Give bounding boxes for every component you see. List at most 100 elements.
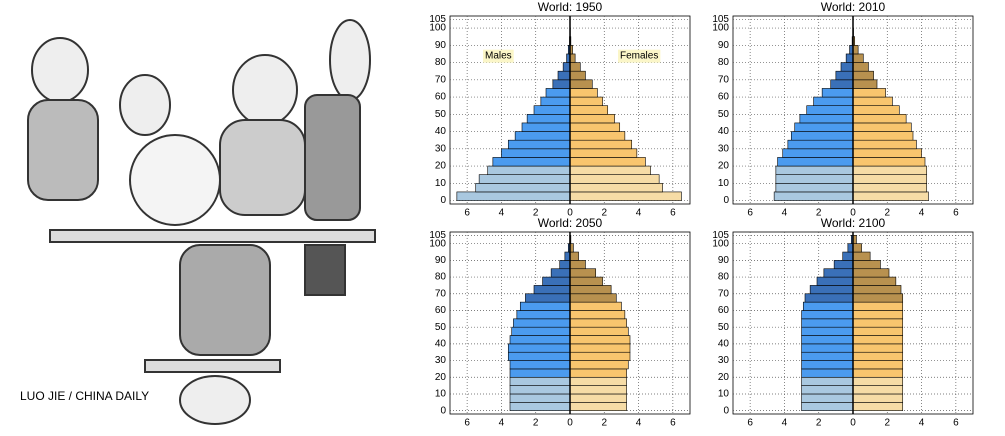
bar: [852, 174, 928, 184]
figure: [31, 37, 89, 103]
plank: [49, 229, 376, 243]
bar: [569, 70, 586, 81]
bar: [852, 260, 881, 270]
bar: [557, 70, 571, 81]
y-tick-label: 20: [435, 372, 447, 383]
bar: [542, 276, 571, 286]
bar: [852, 293, 904, 303]
bar: [569, 368, 627, 378]
bar: [569, 139, 633, 150]
y-tick-label: 60: [435, 92, 447, 103]
y-tick-label: 10: [435, 389, 447, 400]
y-tick-label: 30: [718, 143, 730, 154]
bar: [830, 79, 854, 89]
y-tick-label: 50: [718, 109, 730, 120]
x-tick-label: 2: [602, 208, 608, 219]
x-tick-label: 2: [885, 418, 891, 429]
y-tick-label: 100: [712, 23, 729, 34]
bar: [564, 251, 571, 261]
x-tick-label: 0: [567, 418, 573, 429]
bar: [550, 268, 571, 278]
bar: [509, 393, 571, 403]
bar: [569, 131, 626, 141]
x-tick-label: 2: [533, 208, 539, 219]
bar: [540, 96, 571, 106]
plank: [144, 359, 281, 373]
bar: [569, 376, 627, 386]
bar: [813, 96, 854, 106]
y-tick-label: 50: [435, 322, 447, 333]
y-tick-label: 90: [435, 255, 447, 266]
bar: [569, 276, 603, 286]
bar: [569, 88, 598, 98]
bar: [509, 360, 571, 370]
bar: [569, 385, 627, 395]
bar: [569, 79, 593, 89]
bar: [526, 114, 571, 124]
bar: [562, 62, 571, 72]
bar: [533, 285, 571, 295]
bar: [801, 310, 854, 320]
x-tick-label: 4: [782, 418, 788, 429]
bar: [821, 88, 854, 98]
bar: [852, 335, 904, 345]
bar: [507, 351, 571, 361]
x-tick-label: 4: [919, 418, 925, 429]
bar: [852, 114, 907, 124]
bar: [852, 45, 859, 55]
y-tick-label: 90: [435, 40, 447, 51]
bar: [852, 157, 926, 167]
y-tick-label: 80: [718, 272, 730, 283]
bar: [801, 360, 854, 370]
y-tick-label: 40: [718, 339, 730, 350]
y-tick-label: 40: [435, 339, 447, 350]
y-tick-label: 70: [435, 74, 447, 85]
annotation-bg: [483, 49, 514, 63]
bar: [511, 326, 571, 336]
y-tick-label: 70: [718, 74, 730, 85]
chart-title: World: 1950: [538, 0, 603, 14]
bar: [514, 131, 571, 141]
bar: [775, 165, 854, 175]
bar: [804, 293, 854, 303]
bar: [509, 385, 571, 395]
bar: [852, 53, 864, 63]
bar: [852, 165, 928, 175]
bar: [569, 53, 576, 63]
bar: [852, 105, 900, 115]
bar: [533, 105, 571, 115]
x-tick-label: 6: [953, 208, 959, 219]
bar: [852, 276, 897, 286]
y-tick-label: 105: [712, 14, 729, 25]
x-tick-label: 6: [464, 418, 470, 429]
y-tick-label: 40: [718, 126, 730, 137]
bar: [852, 88, 886, 98]
chart-title: World: 2010: [821, 0, 886, 14]
bar: [852, 310, 904, 320]
bar: [806, 105, 854, 115]
bar: [852, 326, 904, 336]
bar: [569, 326, 629, 336]
y-tick-label: 50: [435, 109, 447, 120]
bar: [852, 301, 904, 311]
briefcase: [304, 244, 346, 296]
bar: [569, 310, 626, 320]
y-tick-label: 90: [718, 40, 730, 51]
bar: [801, 368, 854, 378]
bar: [777, 157, 854, 167]
bar: [552, 79, 571, 89]
bar: [516, 310, 571, 320]
bar: [569, 393, 627, 403]
bar: [569, 293, 617, 303]
bar: [569, 343, 631, 353]
bar: [569, 157, 646, 167]
y-tick-label: 10: [718, 178, 730, 189]
chart-title: World: 2050: [538, 216, 603, 230]
bar: [509, 376, 571, 386]
bar: [852, 285, 902, 295]
bar: [509, 402, 571, 411]
bar: [847, 243, 854, 253]
y-tick-label: 80: [718, 57, 730, 68]
bar: [816, 276, 854, 286]
bar: [823, 268, 854, 278]
